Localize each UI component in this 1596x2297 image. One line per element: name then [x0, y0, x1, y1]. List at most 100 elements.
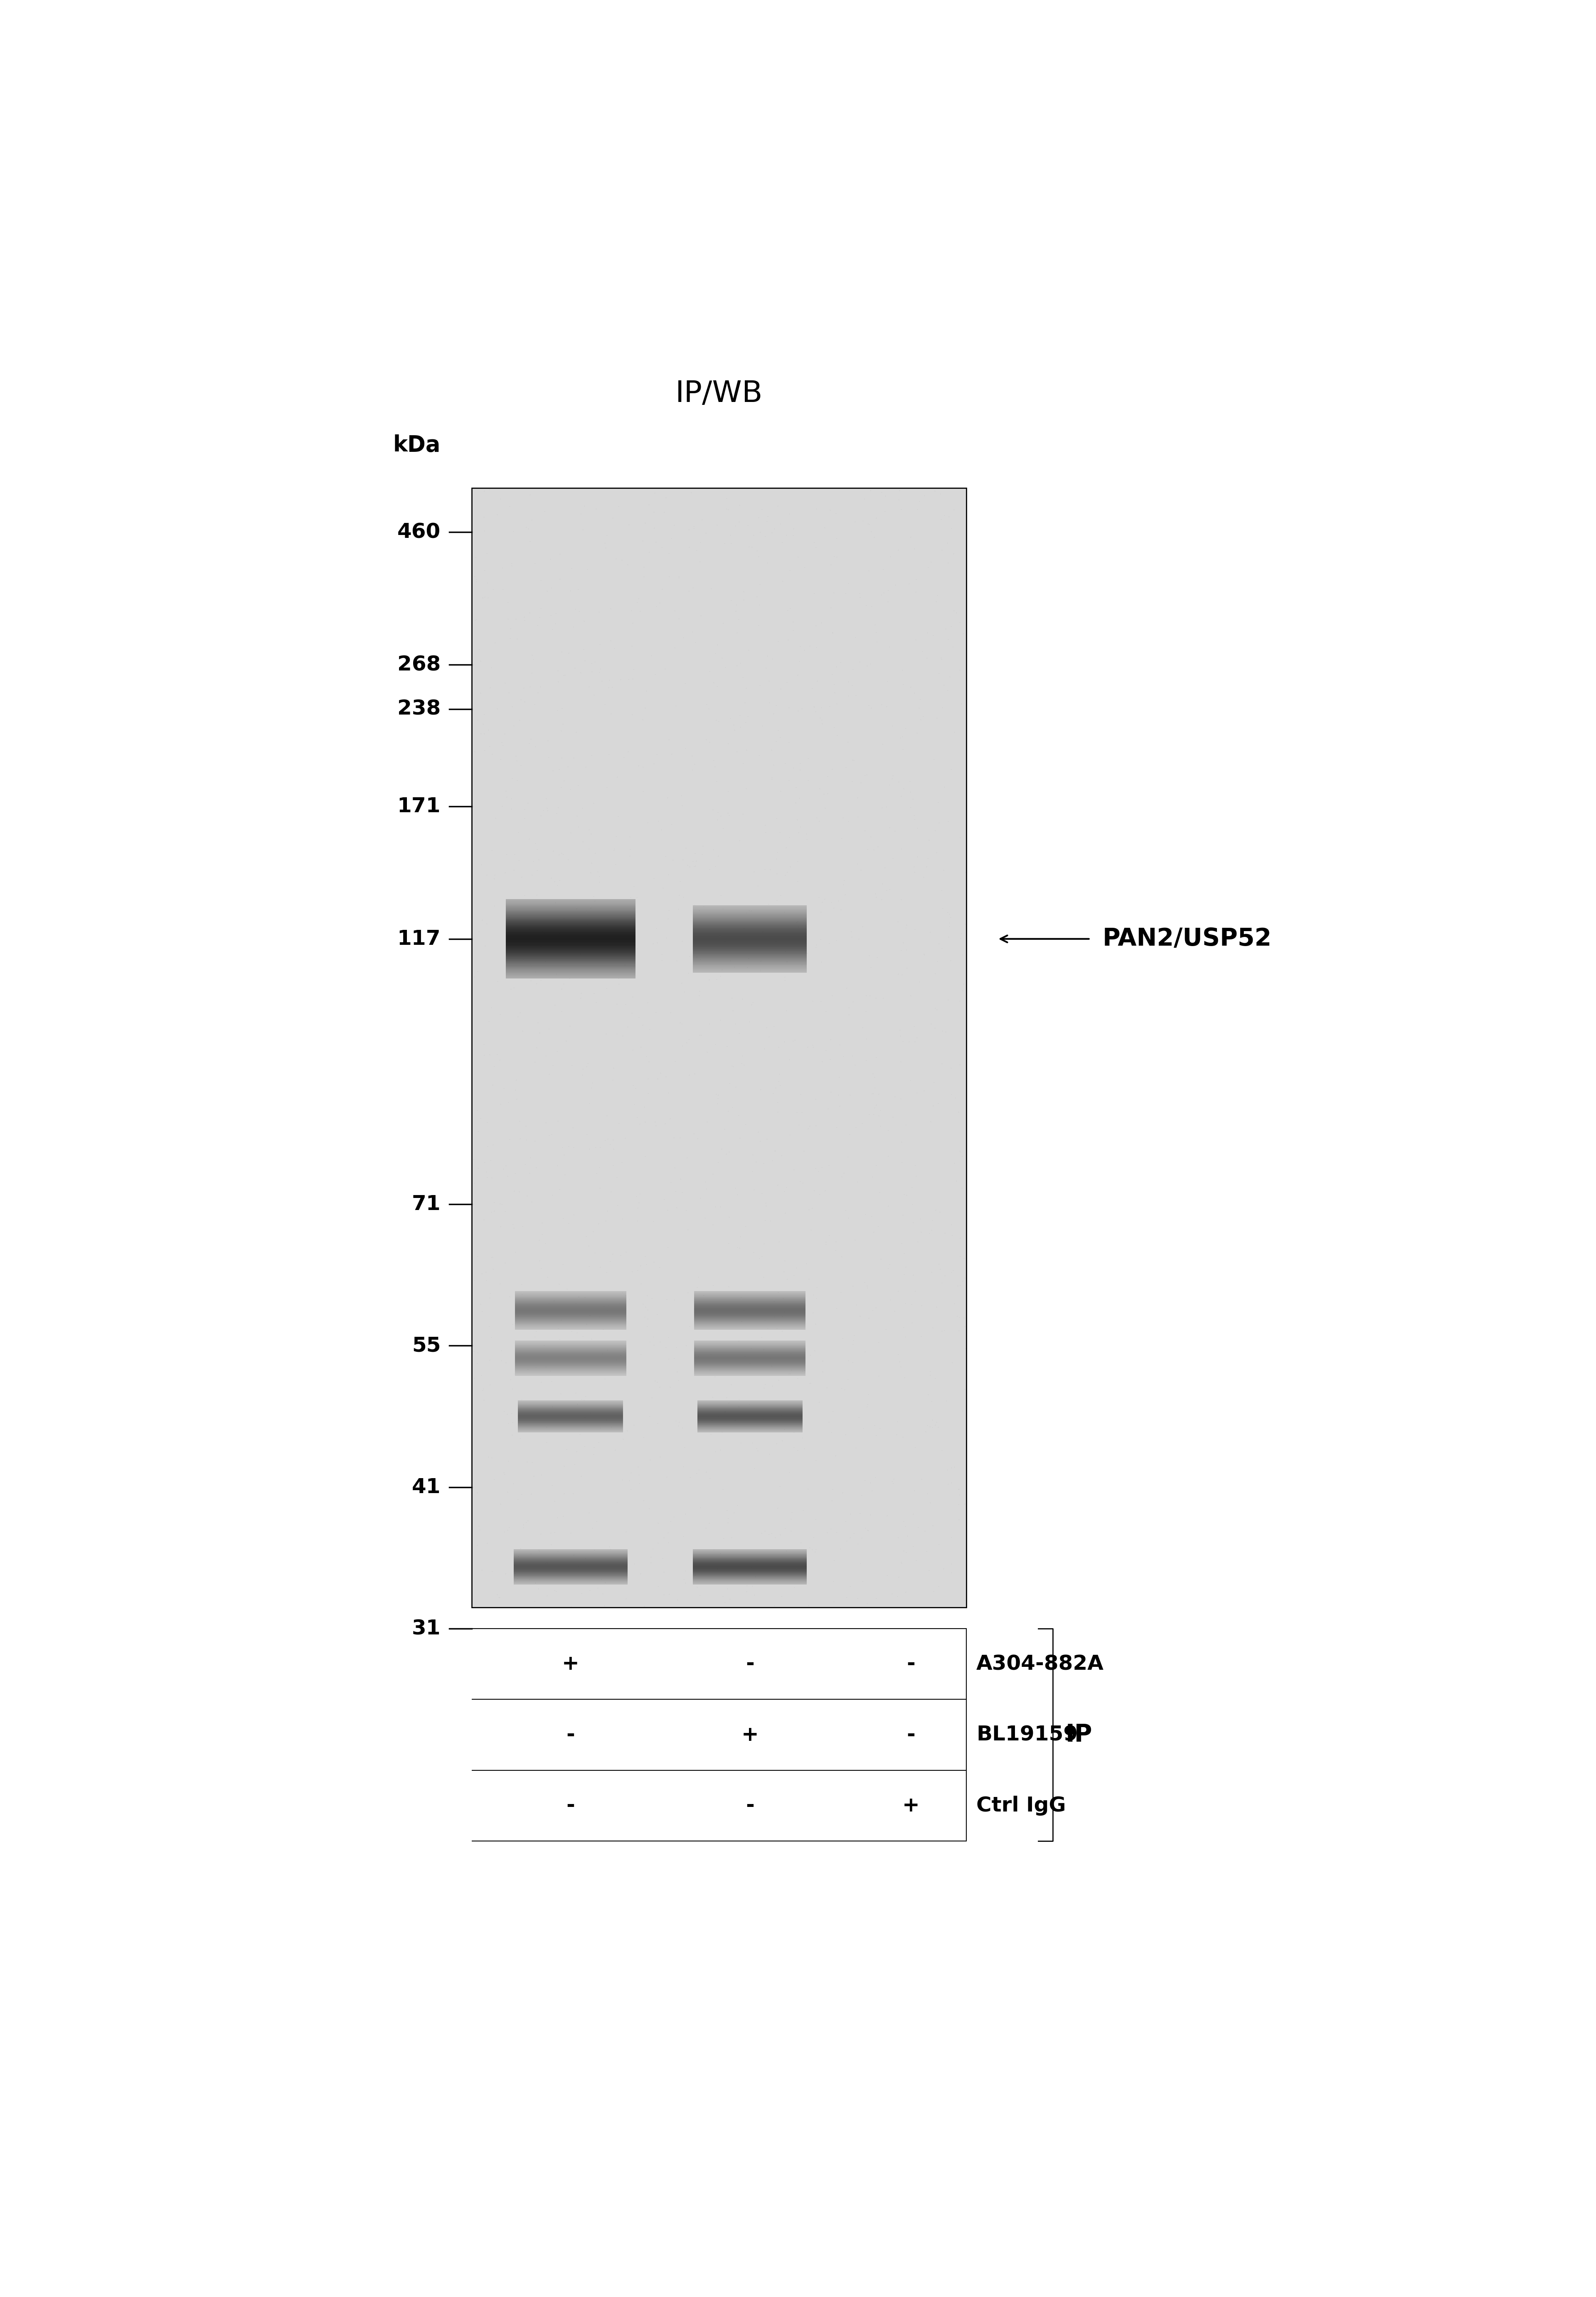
Point — [830, 1475, 855, 1511]
Point — [642, 655, 667, 691]
Point — [551, 657, 576, 694]
Point — [610, 1201, 635, 1238]
Text: 268: 268 — [397, 655, 440, 675]
Point — [662, 687, 688, 724]
Point — [804, 1270, 830, 1307]
Point — [677, 528, 702, 565]
Point — [857, 937, 883, 974]
Point — [570, 790, 595, 827]
Point — [560, 1537, 586, 1573]
Point — [614, 1008, 640, 1045]
Point — [801, 524, 827, 560]
Point — [757, 1516, 782, 1553]
Point — [726, 503, 752, 540]
Point — [624, 930, 650, 967]
Point — [642, 1328, 667, 1364]
Point — [536, 1116, 562, 1153]
Point — [565, 1314, 591, 1351]
Point — [654, 779, 680, 815]
Point — [469, 1550, 495, 1587]
Point — [699, 570, 725, 606]
Point — [854, 1387, 879, 1424]
Point — [803, 1532, 828, 1569]
Point — [536, 1057, 562, 1093]
Point — [768, 1068, 793, 1105]
Point — [543, 956, 568, 992]
Point — [833, 1523, 859, 1560]
Point — [656, 1075, 681, 1112]
Point — [627, 1555, 653, 1592]
Point — [560, 1109, 586, 1146]
Text: 171: 171 — [397, 797, 440, 815]
Point — [875, 873, 900, 910]
Point — [729, 1045, 755, 1082]
Point — [785, 1360, 811, 1397]
Point — [517, 475, 543, 512]
Point — [536, 1011, 562, 1047]
Point — [907, 482, 932, 519]
Point — [674, 829, 699, 866]
Point — [530, 1204, 555, 1240]
Text: A304-882A: A304-882A — [977, 1654, 1104, 1675]
Point — [627, 1105, 653, 1142]
Point — [907, 965, 932, 1001]
Point — [482, 1192, 508, 1229]
Point — [549, 689, 575, 726]
Point — [509, 1275, 535, 1312]
Point — [658, 1369, 683, 1406]
Point — [828, 1530, 854, 1567]
Text: IP: IP — [1066, 1723, 1092, 1746]
Point — [568, 974, 594, 1011]
Point — [792, 1431, 817, 1468]
Point — [696, 652, 721, 689]
Point — [538, 859, 563, 896]
Point — [922, 1011, 948, 1047]
Point — [739, 528, 764, 565]
Point — [659, 806, 685, 843]
Point — [755, 498, 780, 535]
Point — [693, 1454, 718, 1491]
Point — [836, 1199, 862, 1236]
Point — [938, 942, 964, 979]
Point — [859, 1197, 884, 1233]
Point — [688, 542, 713, 579]
Point — [796, 1192, 822, 1229]
Point — [560, 740, 586, 776]
Point — [480, 572, 506, 609]
Point — [771, 1022, 796, 1059]
Point — [621, 1406, 646, 1443]
Point — [693, 721, 718, 758]
Point — [787, 627, 812, 664]
Point — [922, 956, 948, 992]
Point — [471, 696, 496, 733]
Point — [824, 1514, 849, 1550]
Point — [630, 1006, 656, 1043]
Point — [800, 1296, 825, 1332]
Point — [602, 832, 627, 868]
Point — [479, 1160, 504, 1197]
Point — [812, 880, 838, 917]
Point — [618, 1470, 643, 1507]
Point — [946, 1470, 972, 1507]
Point — [598, 1530, 624, 1567]
Point — [551, 763, 576, 799]
Point — [514, 508, 539, 544]
Point — [474, 1261, 500, 1298]
Point — [910, 634, 935, 671]
Point — [772, 744, 798, 781]
Point — [501, 969, 527, 1006]
Point — [835, 1360, 860, 1397]
Point — [718, 942, 744, 979]
Point — [734, 1567, 760, 1603]
Point — [946, 1045, 972, 1082]
Point — [656, 1318, 681, 1355]
Point — [929, 1045, 954, 1082]
Point — [683, 1557, 709, 1594]
Point — [464, 1346, 490, 1383]
Point — [824, 537, 849, 574]
Point — [808, 894, 833, 930]
Point — [619, 593, 645, 629]
Point — [503, 1233, 528, 1270]
Point — [828, 1275, 854, 1312]
Point — [817, 687, 843, 724]
